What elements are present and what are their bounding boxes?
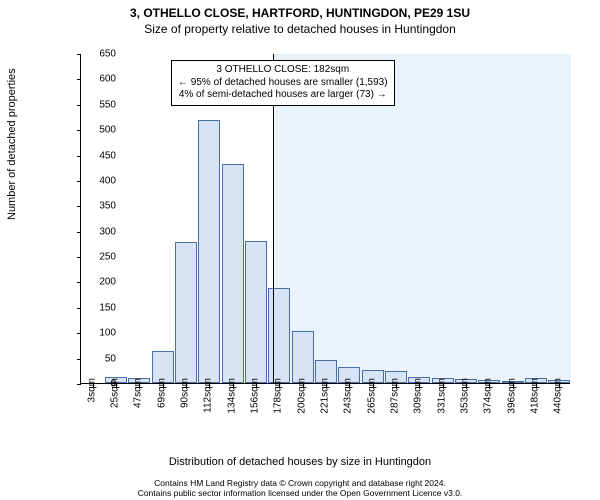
chart-title-line1: 3, OTHELLO CLOSE, HARTFORD, HUNTINGDON, … xyxy=(0,6,600,20)
y-tick-label: 350 xyxy=(56,201,116,212)
y-axis-label: Number of detached properties xyxy=(6,68,18,220)
y-tick-label: 100 xyxy=(56,328,116,339)
x-tick-label: 418sqm xyxy=(530,378,541,414)
x-tick-label: 3sqm xyxy=(86,378,97,402)
histogram-bar xyxy=(175,242,197,383)
x-tick-label: 112sqm xyxy=(203,378,214,413)
y-tick-label: 400 xyxy=(56,175,116,186)
plot-area: 3 OTHELLO CLOSE: 182sqm← 95% of detached… xyxy=(80,54,570,384)
y-tick-label: 550 xyxy=(56,99,116,110)
callout-line2: ← 95% of detached houses are smaller (1,… xyxy=(178,77,388,90)
callout-line1: 3 OTHELLO CLOSE: 182sqm xyxy=(178,64,388,77)
callout-line3: 4% of semi-detached houses are larger (7… xyxy=(178,89,388,102)
x-tick-label: 374sqm xyxy=(483,378,494,414)
x-tick-label: 25sqm xyxy=(110,378,121,408)
x-tick-label: 90sqm xyxy=(180,378,191,408)
x-tick-label: 243sqm xyxy=(343,378,354,414)
y-tick-label: 500 xyxy=(56,125,116,136)
x-tick-label: 178sqm xyxy=(273,378,284,414)
x-tick-label: 287sqm xyxy=(390,378,401,414)
x-tick-label: 200sqm xyxy=(296,378,307,414)
y-tick-label: 600 xyxy=(56,74,116,85)
y-tick-label: 650 xyxy=(56,49,116,60)
x-axis-label: Distribution of detached houses by size … xyxy=(0,456,600,468)
x-tick-label: 440sqm xyxy=(553,378,564,414)
y-tick-label: 150 xyxy=(56,302,116,313)
footer-line2: Contains public sector information licen… xyxy=(0,488,600,498)
x-tick-label: 309sqm xyxy=(413,378,424,414)
x-tick-label: 396sqm xyxy=(506,378,517,414)
chart-footer: Contains HM Land Registry data © Crown c… xyxy=(0,478,600,498)
x-tick-label: 134sqm xyxy=(226,378,237,414)
y-tick-label: 50 xyxy=(56,353,116,364)
x-tick-label: 47sqm xyxy=(133,378,144,408)
histogram-bar xyxy=(268,288,290,383)
footer-line1: Contains HM Land Registry data © Crown c… xyxy=(0,478,600,488)
histogram-bar xyxy=(222,164,244,383)
y-tick-label: 450 xyxy=(56,150,116,161)
x-tick-label: 221sqm xyxy=(320,378,331,414)
x-tick-label: 156sqm xyxy=(250,378,261,414)
chart-container: 3 OTHELLO CLOSE: 182sqm← 95% of detached… xyxy=(50,44,580,414)
y-tick-label: 200 xyxy=(56,277,116,288)
callout-box: 3 OTHELLO CLOSE: 182sqm← 95% of detached… xyxy=(171,60,395,106)
x-tick-label: 265sqm xyxy=(366,378,377,414)
histogram-bar xyxy=(292,331,314,383)
histogram-bar xyxy=(198,120,220,383)
y-tick-label: 250 xyxy=(56,252,116,263)
x-tick-label: 353sqm xyxy=(460,378,471,414)
x-tick-label: 331sqm xyxy=(436,378,447,414)
chart-title-line2: Size of property relative to detached ho… xyxy=(0,22,600,36)
x-tick-label: 69sqm xyxy=(156,378,167,408)
y-tick-label: 300 xyxy=(56,226,116,237)
histogram-bar xyxy=(245,241,267,383)
